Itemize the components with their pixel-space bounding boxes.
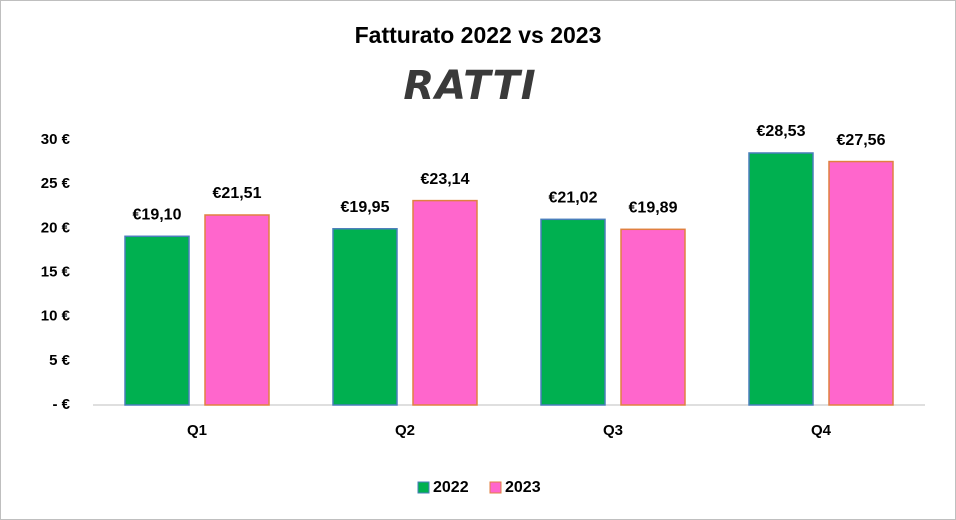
bar <box>124 235 190 406</box>
bar <box>412 199 478 406</box>
y-tick-label: 10 € <box>41 308 71 325</box>
data-label: €28,53 <box>757 123 806 140</box>
data-label: €27,56 <box>837 132 886 149</box>
data-label: €21,02 <box>549 190 598 207</box>
x-tick-label: Q2 <box>395 422 415 439</box>
legend-label: 2022 <box>433 479 469 496</box>
x-tick-label: Q3 <box>603 422 623 439</box>
data-label: €21,51 <box>213 185 262 202</box>
data-label: €23,14 <box>421 171 470 188</box>
y-tick-label: 5 € <box>49 352 71 369</box>
y-tick-label: 25 € <box>41 175 71 192</box>
y-tick-label: - € <box>52 396 70 413</box>
legend-swatch <box>489 481 502 494</box>
bar <box>748 152 814 406</box>
bar <box>332 228 398 406</box>
y-tick-label: 15 € <box>41 263 71 280</box>
data-label: €19,89 <box>629 200 678 217</box>
data-label: €19,10 <box>133 207 182 224</box>
bar <box>620 228 686 406</box>
logo: RATTI <box>403 63 536 109</box>
bar <box>828 160 894 406</box>
bar <box>204 214 270 406</box>
y-tick-label: 20 € <box>41 219 71 236</box>
bar <box>540 218 606 406</box>
legend-label: 2023 <box>505 479 541 496</box>
legend-swatch <box>417 481 430 494</box>
x-tick-label: Q1 <box>187 422 207 439</box>
chart-title: Fatturato 2022 vs 2023 <box>355 22 602 48</box>
y-tick-label: 30 € <box>41 131 71 148</box>
data-label: €19,95 <box>341 199 390 216</box>
x-tick-label: Q4 <box>811 422 832 439</box>
